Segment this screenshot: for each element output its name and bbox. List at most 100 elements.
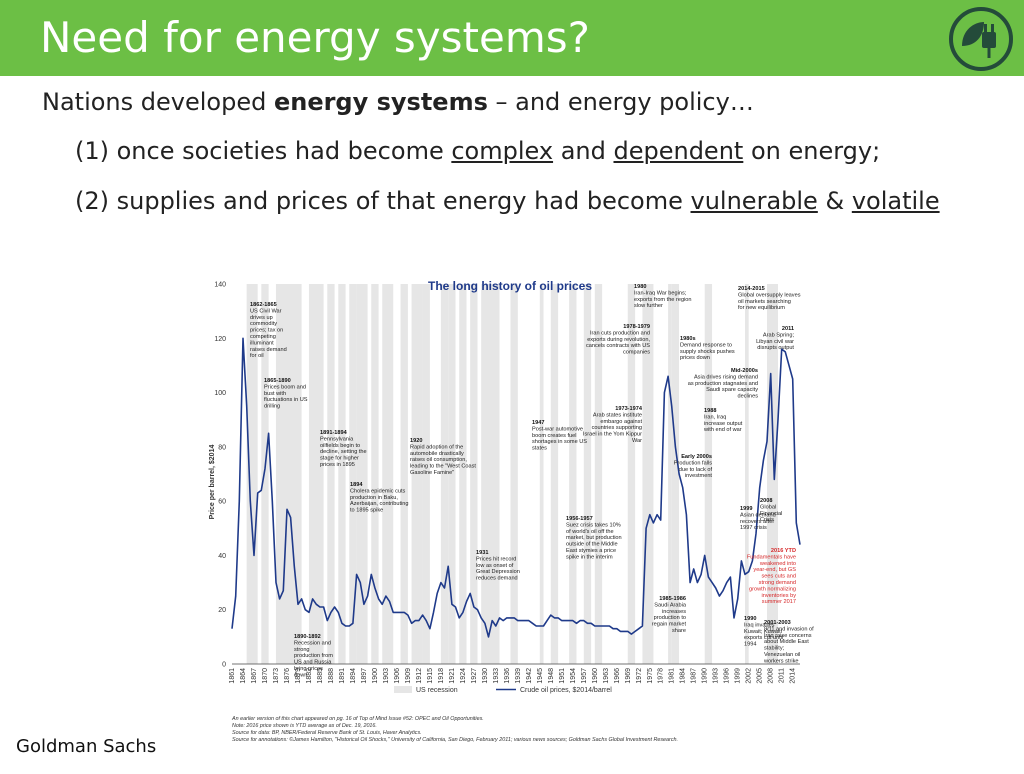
annotation-text: Saudi spare capacity xyxy=(706,387,758,393)
y-tick-label: 20 xyxy=(218,607,226,614)
annotation-text: sees cuts and xyxy=(761,574,796,580)
annotation-text: recovers after xyxy=(740,519,774,525)
annotation-text: Production falls xyxy=(674,460,712,466)
annotation-text: leading to the "West Coast xyxy=(410,464,476,470)
annotation-text: Kuwait; Kuwaiti xyxy=(744,629,782,635)
recession-band xyxy=(627,284,636,664)
x-tick-label: 1891 xyxy=(339,668,346,684)
annotation-text: US Civil War xyxy=(250,308,282,314)
annotation-text: prices; tax on xyxy=(250,328,283,334)
annotation-label: 1980s xyxy=(680,336,696,342)
recession-band xyxy=(767,284,779,664)
x-tick-label: 1903 xyxy=(383,668,390,684)
x-tick-label: 1918 xyxy=(438,668,445,684)
x-tick-label: 1879 xyxy=(295,668,302,684)
annotation-text: Arab Spring; xyxy=(763,332,795,338)
recession-band xyxy=(246,284,258,664)
annotation-label: 1865-1890 xyxy=(264,378,291,384)
recession-band xyxy=(440,284,449,664)
annotation-label: Mid-2000s xyxy=(731,368,758,374)
annotation-text: embargo against xyxy=(600,419,642,425)
recession-band xyxy=(371,284,379,664)
x-tick-label: 1957 xyxy=(581,668,588,684)
recession-band xyxy=(745,284,749,664)
recession-band xyxy=(671,284,680,664)
annotation-text: production in Baku, xyxy=(350,495,398,501)
x-tick-label: 1930 xyxy=(482,668,489,684)
annotation-text: Iraq raise concerns xyxy=(764,633,812,639)
annotation-text: Recession and xyxy=(294,640,331,646)
x-tick-label: 1945 xyxy=(537,668,544,684)
annotation-text: 1997 crisis xyxy=(740,525,767,531)
annotation-text: exports cut until xyxy=(744,635,783,641)
y-tick-label: 120 xyxy=(214,336,226,343)
annotation-text: Venezuelan oil xyxy=(764,652,800,658)
annotation-text: bring prices xyxy=(294,666,323,672)
annotation-text: strong demand xyxy=(759,580,796,586)
recession-band xyxy=(308,284,324,664)
annotation-text: production to xyxy=(654,615,686,621)
annotation-text: exports from the region xyxy=(634,297,692,303)
point-one: (1) once societies had become complex an… xyxy=(75,137,881,165)
recession-band xyxy=(569,284,577,664)
annotation-text: market, but production xyxy=(566,535,622,541)
annotation-text: Arab states institute xyxy=(593,412,642,418)
annotation-text: companies xyxy=(623,350,650,356)
annotation-text: about Middle East xyxy=(764,639,809,645)
annotation-text: inventories by xyxy=(761,593,796,599)
annotation-text: down xyxy=(294,672,307,678)
x-tick-label: 1864 xyxy=(240,668,247,684)
annotation-text: East stymies a price xyxy=(566,548,616,554)
annotation-text: production from xyxy=(294,653,333,659)
annotation-label: 1999 xyxy=(740,506,752,512)
annotation-text: US and Russia xyxy=(294,660,332,666)
annotation-text: strong xyxy=(294,647,310,653)
x-tick-label: 1921 xyxy=(449,668,456,684)
x-tick-label: 1993 xyxy=(713,668,720,684)
annotation-text: investment xyxy=(685,473,712,479)
oil-price-chart: 0 20 40 60 80 100 120 140 1861 1864 1867 1870 1873 18… xyxy=(204,272,824,770)
annotation-text: states xyxy=(532,446,547,452)
annotation-text: Israel in the Yom Kippur xyxy=(583,432,642,438)
annotation-text: slow further xyxy=(634,303,663,309)
footnote: An earlier version of this chart appeare… xyxy=(231,716,484,722)
annotation-text: low as onset of xyxy=(476,563,514,569)
annotation-label: 1891-1894 xyxy=(320,430,348,436)
x-tick-label: 1963 xyxy=(603,668,610,684)
x-tick-label: 1972 xyxy=(636,668,643,684)
y-tick-label: 100 xyxy=(214,390,226,397)
y-axis-label: Price per barrel, $2014 xyxy=(209,445,216,520)
recession-band xyxy=(275,284,302,664)
y-tick-label: 60 xyxy=(218,499,226,506)
x-tick-label: 2005 xyxy=(757,668,764,684)
x-tick-label: 1966 xyxy=(614,668,621,684)
recession-band xyxy=(594,284,603,664)
title-bar: Need for energy systems? xyxy=(0,0,1024,76)
annotation-label: 1890-1892 xyxy=(294,634,321,640)
annotation-label: 2008 xyxy=(760,498,772,504)
x-tick-label: 1861 xyxy=(229,668,236,684)
annotation-text: due to lack of xyxy=(679,467,713,473)
annotation-text: year-end, but GS xyxy=(753,567,796,573)
annotation-text: Iran, Iraq xyxy=(704,414,726,420)
x-tick-label: 1906 xyxy=(394,668,401,684)
annotation-text: Asia drives rising demand xyxy=(694,374,758,380)
annotation-text: Gasoline Famine" xyxy=(410,470,454,476)
annotation-label: 1947 xyxy=(532,420,544,426)
annotation-text: drilling xyxy=(264,404,280,410)
annotation-text: summer 2017 xyxy=(762,599,796,605)
x-tick-label: 1951 xyxy=(559,668,566,684)
y-tick-label: 140 xyxy=(214,282,226,289)
recession-band xyxy=(422,284,430,664)
annotation-text: outside of the Middle xyxy=(566,542,618,548)
